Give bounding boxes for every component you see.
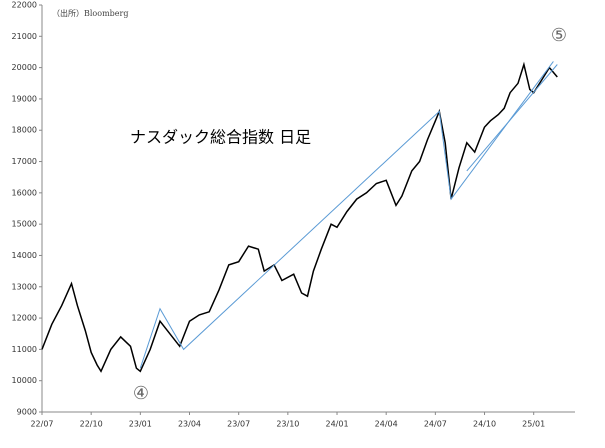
- price-line: [41, 61, 558, 373]
- annotation: ④: [133, 383, 149, 404]
- y-tick-label: 19000: [12, 94, 37, 103]
- x-tick-label: 24/04: [375, 420, 398, 429]
- x-tick-label: 23/10: [276, 420, 299, 429]
- y-tick-label: 15000: [12, 220, 37, 229]
- y-tick-label: 20000: [12, 63, 37, 72]
- y-tick-label: 17000: [12, 157, 37, 166]
- trend-line: [139, 61, 554, 369]
- y-tick-label: 14000: [12, 251, 37, 260]
- x-tick-label: 23/04: [178, 420, 201, 429]
- y-tick-label: 16000: [12, 188, 37, 197]
- annotation: ナスダック総合指数 日足: [130, 128, 311, 147]
- y-tick-label: 11000: [12, 345, 37, 354]
- x-tick-label: 22/07: [30, 420, 53, 429]
- annotation: （出所）Bloomberg: [52, 8, 128, 18]
- y-tick-label: 10000: [12, 376, 37, 385]
- y-tick-label: 18000: [12, 126, 37, 135]
- y-tick-label: 21000: [12, 32, 37, 41]
- x-tick-label: 23/01: [129, 420, 152, 429]
- y-tick-label: 9000: [17, 408, 37, 417]
- x-tick-label: 22/10: [80, 420, 103, 429]
- x-tick-label: 24/07: [424, 420, 447, 429]
- annotation: ⑤: [551, 25, 567, 46]
- y-tick-label: 22000: [12, 1, 37, 10]
- x-tick-label: 23/07: [227, 420, 250, 429]
- trend-line: [466, 64, 558, 172]
- y-tick-label: 12000: [12, 314, 37, 323]
- x-tick-label: 24/01: [325, 420, 348, 429]
- y-tick-label: 13000: [12, 282, 37, 291]
- x-tick-label: 24/10: [473, 420, 496, 429]
- x-tick-label: 25/01: [522, 420, 545, 429]
